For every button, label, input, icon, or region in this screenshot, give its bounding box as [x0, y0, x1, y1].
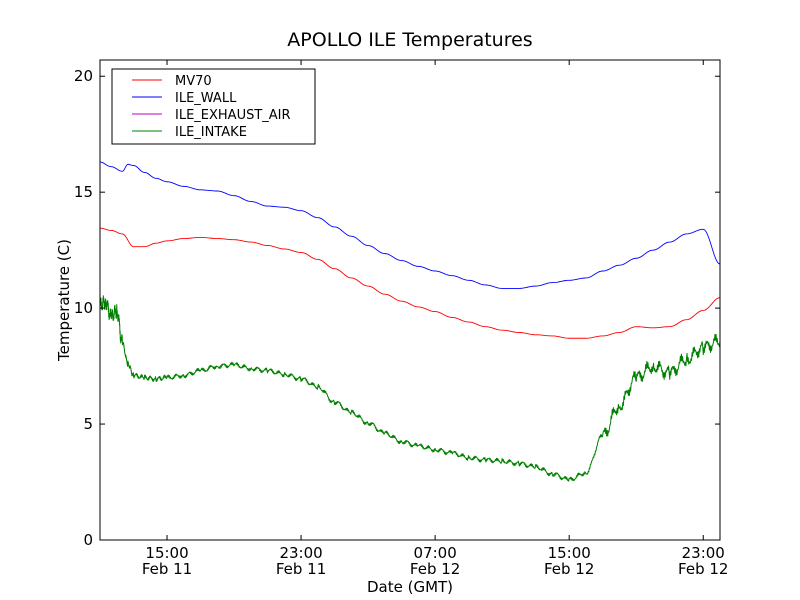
legend-label-ile-exhaust-air: ILE_EXHAUST_AIR	[175, 108, 291, 123]
chart-title: APOLLO ILE Temperatures	[287, 29, 532, 51]
x-tick-date-label: Feb 12	[544, 560, 594, 578]
plot-frame	[99, 59, 721, 541]
y-tick-label: 5	[83, 415, 93, 433]
series-line-ile-wall	[99, 161, 721, 289]
x-tick-time-label: 15:00	[548, 544, 591, 562]
y-tick-label: 10	[74, 299, 93, 317]
x-tick-date-label: Feb 11	[142, 560, 192, 578]
x-tick-time-label: 23:00	[682, 544, 725, 562]
y-tick-label: 0	[83, 531, 93, 549]
legend: MV70 ILE_WALL ILE_EXHAUST_AIR ILE_INTAKE	[111, 68, 316, 145]
series-line-mv70	[99, 227, 721, 339]
legend-label-mv70: MV70	[175, 74, 212, 89]
x-tick-time-label: 23:00	[279, 544, 322, 562]
y-axis: 0 5 10 15 20	[74, 67, 720, 549]
x-tick-date-label: Feb 12	[678, 560, 728, 578]
y-tick-label: 20	[74, 67, 93, 85]
y-axis-label: Temperature (C)	[55, 239, 73, 362]
legend-label-ile-intake: ILE_INTAKE	[175, 125, 247, 140]
y-tick-label: 15	[74, 183, 93, 201]
x-tick-date-label: Feb 11	[276, 560, 326, 578]
x-tick-date-label: Feb 12	[410, 560, 460, 578]
x-tick-time-label: 15:00	[145, 544, 188, 562]
series-line-ile-intake	[99, 295, 721, 482]
series-layer	[99, 161, 721, 482]
x-axis-label: Date (GMT)	[367, 578, 453, 596]
x-tick-time-label: 07:00	[414, 544, 457, 562]
legend-label-ile-wall: ILE_WALL	[175, 91, 237, 106]
